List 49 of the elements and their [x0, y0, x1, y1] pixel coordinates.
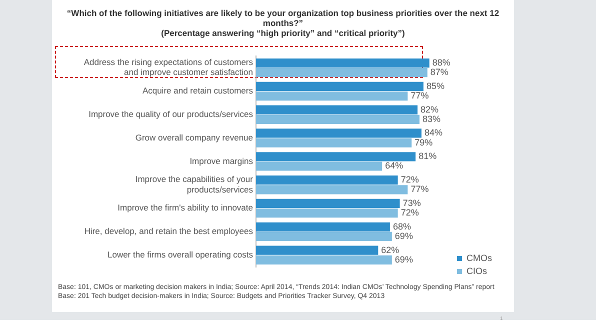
data-label: 85% [426, 80, 444, 91]
data-label: 69% [394, 230, 413, 241]
bar [256, 152, 416, 162]
chart-subtitle: (Percentage answering “high priority” and “critical priority”) [160, 28, 406, 38]
data-label: 82% [420, 104, 439, 114]
bar [256, 91, 408, 101]
legend-label: CMOs [466, 252, 492, 263]
data-label: 84% [424, 128, 442, 138]
y-tick-label: Grow overall company revenue [135, 132, 254, 142]
data-label: 88% [432, 57, 450, 68]
bar [256, 58, 430, 68]
bar [256, 208, 398, 218]
data-label: 77% [410, 90, 429, 100]
legend-label: CIOs [466, 266, 488, 276]
data-label: 73% [402, 198, 421, 208]
y-tick-label: Improve the capabilities of your products/services [135, 174, 254, 194]
data-label: 62% [381, 244, 400, 255]
bar [256, 222, 390, 232]
bar [256, 105, 418, 114]
y-tick-label: Address the rising expectations of customers and improve customer satisfaction [84, 57, 254, 78]
bar [256, 138, 412, 148]
y-tick-label: Acquire and retain customers [142, 86, 253, 96]
y-tick-label: Improve the quality of our products/services [88, 108, 253, 119]
data-label: 87% [430, 67, 448, 78]
y-tick-label: Hire, develop, and retain the best employees [84, 226, 253, 236]
y-tick-label: Improve margins [190, 156, 253, 166]
bar [256, 185, 408, 194]
y-tick-label: Lower the firms overall operating costs [107, 249, 253, 260]
data-label: 72% [400, 208, 419, 218]
data-label: 83% [422, 114, 441, 124]
data-label: 81% [418, 151, 437, 162]
data-label: 77% [410, 184, 429, 194]
bar [256, 198, 400, 208]
chart-title: “Which of the following initiatives are likely to be your organization top business priorities over the next 12 months?” [66, 7, 500, 28]
data-label: 64% [385, 160, 404, 171]
data-label: 72% [400, 174, 419, 185]
bar [256, 255, 392, 264]
y-tick-label: Improve the firm's ability to innovate [118, 202, 254, 213]
data-label: 69% [394, 254, 413, 264]
bar [256, 162, 382, 171]
bar [256, 128, 422, 138]
data-label: 68% [392, 221, 411, 232]
bar [256, 114, 420, 124]
bar [256, 232, 392, 242]
data-label: 79% [414, 137, 433, 148]
bar [256, 68, 428, 78]
bar [256, 246, 378, 255]
bar [256, 176, 398, 185]
bar [256, 82, 424, 91]
